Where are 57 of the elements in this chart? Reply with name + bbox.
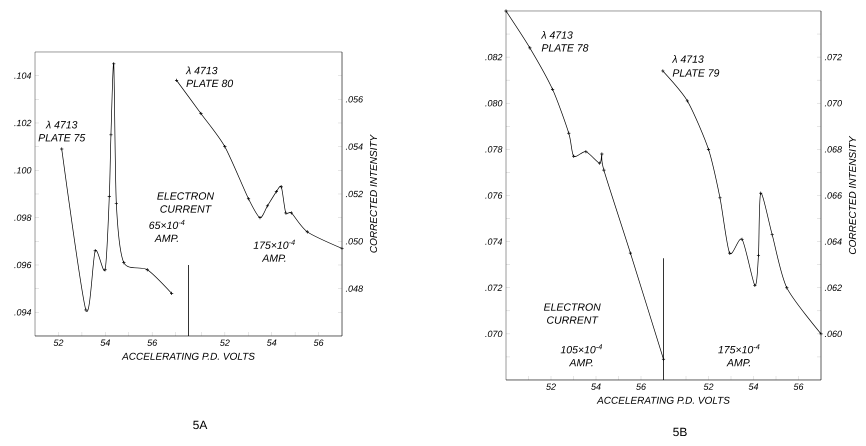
x-axis-title: ACCELERATING P.D. VOLTS [596, 396, 730, 404]
series-label: PLATE 79 [672, 69, 720, 77]
x-tick-label: 56 [636, 384, 646, 390]
text: 175×10$^{-4}$ AMP. [718, 344, 760, 366]
annotation: ELECTRON CURRENT [157, 192, 214, 213]
series-label: PLATE 75 [38, 134, 86, 142]
y-axis-title: CORRECTED INTENSITY [848, 136, 856, 254]
x-tick-label: 54 [591, 384, 601, 390]
y-tick-label: .104 [14, 72, 32, 79]
x-tick-label: 54 [266, 340, 276, 346]
y-tick-label: .078 [485, 146, 502, 153]
x-axis-title: ACCELERATING P.D. VOLTS [122, 352, 255, 360]
x-tick-label: 52 [54, 340, 64, 346]
series-label: PLATE 80 [186, 80, 234, 88]
y-tick-label: .082 [485, 54, 502, 60]
y-axis-title: CORRECTED INTENSITY [370, 134, 377, 253]
annotation: ELECTRON CURRENT [544, 303, 601, 324]
x-tick-label: 56 [147, 340, 158, 346]
x-tick-label: 54 [748, 384, 758, 390]
y-tick-label: .072 [485, 284, 502, 291]
annotation: λ 4713 [186, 66, 218, 74]
y-tick-label: .070 [824, 100, 842, 106]
x-tick-label: 56 [314, 340, 324, 346]
y-tick-label: .068 [824, 146, 842, 153]
text: 65×10$^{-4}$ AMP. [149, 220, 185, 242]
text: 105×10$^{-4}$ AMP. [560, 344, 602, 366]
y-tick-label: .064 [824, 238, 842, 245]
text: 5A [193, 420, 208, 430]
y-tick-label: .076 [485, 192, 502, 199]
y-tick-label: .048 [346, 285, 364, 292]
y-tick-label: .066 [824, 192, 842, 199]
x-tick-label: 52 [546, 384, 556, 390]
y-tick-label: .070 [485, 330, 502, 338]
y-tick-label: .072 [824, 54, 842, 60]
y-tick-label: .074 [485, 238, 502, 245]
y-tick-label: .054 [346, 143, 363, 150]
annotation: λ 4713 [46, 120, 78, 128]
y-tick-label: .060 [824, 330, 842, 338]
y-tick-label: .098 [14, 214, 32, 221]
text: 5B [673, 428, 687, 436]
annotation: λ 4713 [672, 55, 704, 63]
annotation: λ 4713 [540, 31, 573, 39]
x-tick-label: 52 [220, 340, 230, 346]
y-tick-label: .096 [14, 262, 32, 268]
y-tick-label: .102 [14, 120, 32, 126]
y-tick-label: .080 [485, 100, 502, 106]
series-label: PLATE 78 [542, 44, 588, 52]
text: 175×10$^{-4}$ AMP. [254, 240, 295, 262]
x-tick-label: 54 [100, 340, 110, 346]
y-tick-label: .094 [14, 309, 32, 316]
y-tick-label: .100 [14, 167, 32, 174]
y-tick-label: .052 [346, 190, 363, 198]
x-tick-label: 52 [704, 384, 714, 390]
y-tick-label: .050 [346, 238, 363, 245]
y-tick-label: .062 [824, 284, 842, 291]
x-tick-label: 56 [794, 384, 804, 390]
y-tick-label: .056 [346, 96, 364, 103]
